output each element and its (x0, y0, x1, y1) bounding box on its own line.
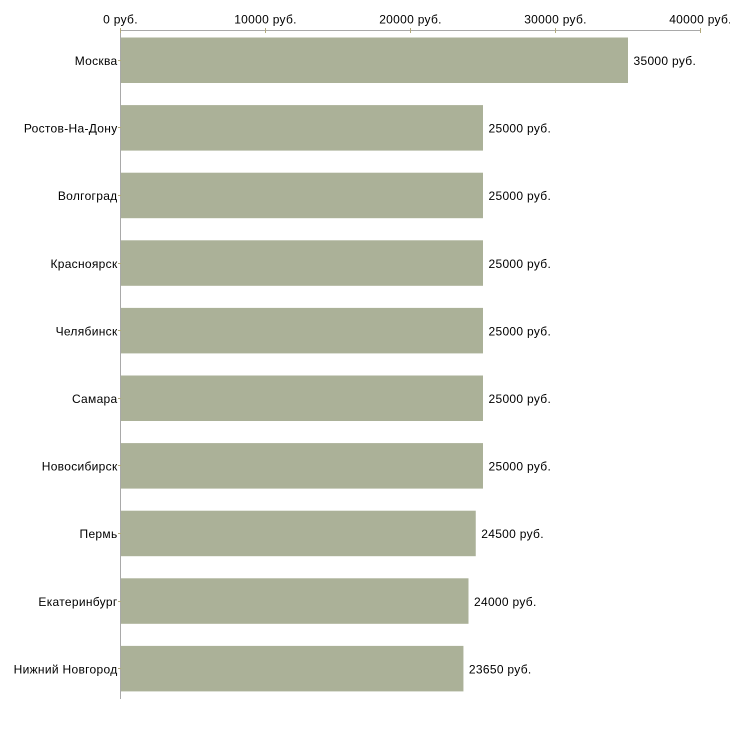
svg-text:23650 руб.: 23650 руб. (469, 662, 532, 676)
svg-text:25000 руб.: 25000 руб. (489, 392, 552, 406)
svg-text:0 руб.: 0 руб. (103, 13, 138, 27)
svg-text:Челябинск: Челябинск (56, 324, 118, 338)
svg-text:Красноярск: Красноярск (50, 257, 118, 271)
svg-text:30000 руб.: 30000 руб. (524, 13, 587, 27)
svg-text:Москва: Москва (75, 54, 118, 68)
svg-text:Волгоград: Волгоград (58, 189, 118, 203)
svg-text:25000 руб.: 25000 руб. (489, 122, 552, 136)
svg-text:25000 руб.: 25000 руб. (489, 324, 552, 338)
svg-text:24000 руб.: 24000 руб. (474, 595, 537, 609)
svg-text:10000 руб.: 10000 руб. (234, 13, 297, 27)
svg-text:Новосибирск: Новосибирск (42, 460, 118, 474)
svg-text:40000 руб.: 40000 руб. (669, 13, 730, 27)
svg-text:24500 руб.: 24500 руб. (481, 527, 544, 541)
svg-text:20000 руб.: 20000 руб. (379, 13, 442, 27)
svg-text:Ростов-На-Дону: Ростов-На-Дону (24, 122, 118, 136)
svg-text:Нижний Новгород: Нижний Новгород (14, 662, 118, 676)
svg-text:Екатеринбург: Екатеринбург (38, 595, 117, 609)
svg-text:Пермь: Пермь (80, 527, 118, 541)
svg-text:Самара: Самара (72, 392, 118, 406)
svg-text:25000 руб.: 25000 руб. (489, 257, 552, 271)
svg-text:25000 руб.: 25000 руб. (489, 189, 552, 203)
svg-text:35000 руб.: 35000 руб. (634, 54, 697, 68)
svg-text:25000 руб.: 25000 руб. (489, 460, 552, 474)
